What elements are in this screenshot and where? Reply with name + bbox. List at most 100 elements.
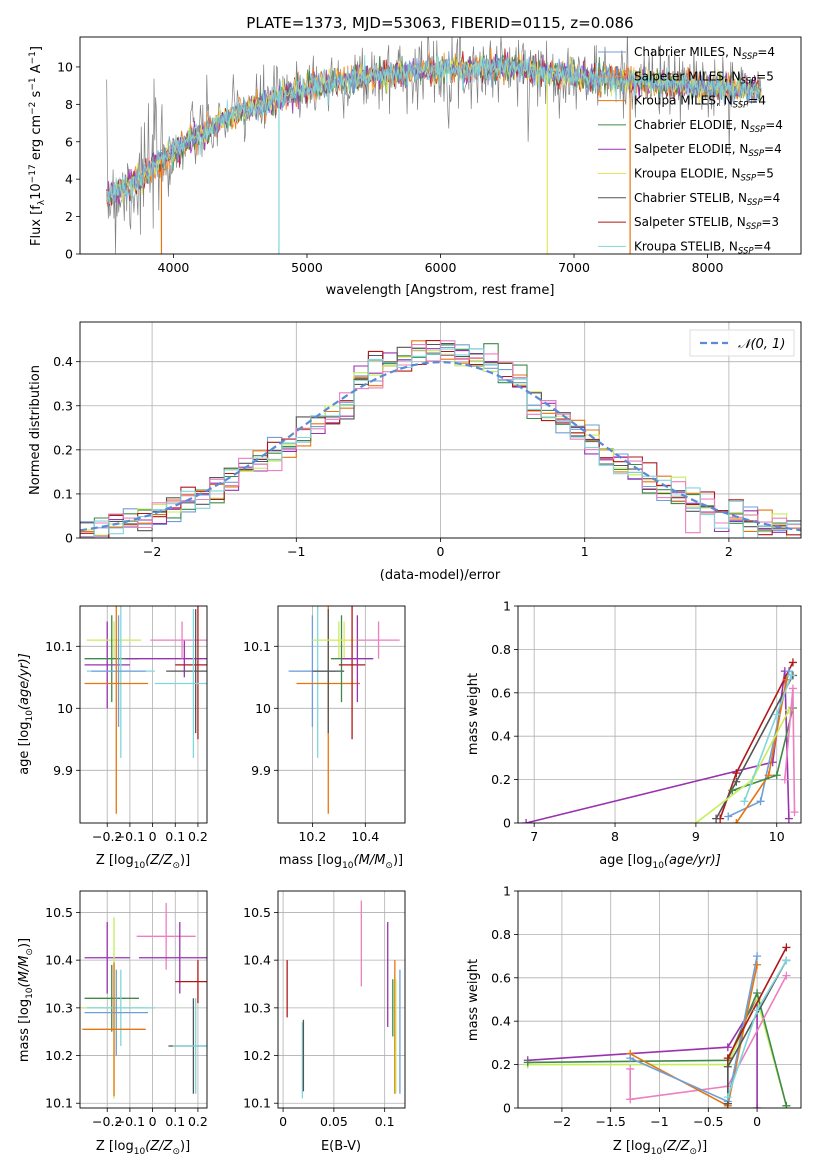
x-axis-label-part: )] <box>697 1139 707 1154</box>
legend-entry: Chabrier STELIB, NSSP=4 <box>634 191 780 208</box>
y-tick-label: 0.8 <box>491 642 511 657</box>
plot-area <box>518 891 801 1108</box>
y-tick-label: 4 <box>65 172 73 187</box>
y-axis-label: mass weight <box>466 959 481 1041</box>
x-tick-label: −1.5 <box>596 1114 626 1129</box>
y-axis-label-part: s <box>29 90 44 101</box>
x-axis-label-part: mass [log <box>279 853 342 868</box>
y-tick-label: 1 <box>503 599 511 614</box>
y-tick-label: 10.1 <box>243 1096 271 1111</box>
legend-entry-part: =4 <box>748 94 766 108</box>
y-tick-label: 10.1 <box>243 639 271 654</box>
legend-entry-part: Salpeter ELODIE, N <box>634 142 748 156</box>
weight-marker <box>732 819 741 823</box>
y-axis-label-part: −17 <box>28 164 38 183</box>
legend-entry-part: Salpeter STELIB, N <box>634 215 746 229</box>
plot-area <box>278 606 405 823</box>
weight-marker <box>691 819 700 823</box>
x-tick-label: 10 <box>769 829 785 844</box>
x-tick-label: 0.2 <box>188 1114 208 1129</box>
y-tick-label: 0.2 <box>53 442 73 457</box>
weight-marker <box>782 971 791 980</box>
legend-entry-part: SSP <box>742 52 758 62</box>
y-tick-label: 6 <box>65 134 73 149</box>
legend-entry: Kroupa STELIB, NSSP=4 <box>634 239 771 256</box>
plot-area <box>80 606 207 823</box>
legend-entry-part: =4 <box>757 45 775 59</box>
y-tick-label: 0.4 <box>491 1014 511 1029</box>
y-tick-label: 0.6 <box>491 970 511 985</box>
legend-entry-part: Chabrier MILES, N <box>634 45 742 59</box>
legend-entry: Salpeter STELIB, NSSP=3 <box>634 215 779 232</box>
y-tick-label: 0.3 <box>53 398 73 413</box>
y-tick-label: 0 <box>65 247 73 262</box>
x-tick-label: −0.2 <box>92 829 122 844</box>
y-axis-label-part: ] <box>29 46 44 51</box>
weight-marker <box>724 812 733 821</box>
x-tick-label: −1 <box>287 544 305 559</box>
weight-marker <box>723 1043 732 1052</box>
x-tick-label: −1 <box>650 1114 668 1129</box>
legend-entry: Chabrier ELODIE, NSSP=4 <box>634 118 783 135</box>
weight-marker <box>790 808 799 817</box>
x-axis-label-part: ⊙ <box>689 1147 697 1157</box>
legend: 𝒩(0, 1) <box>689 329 795 357</box>
y-axis-label-part: (age/yr)] <box>17 653 32 710</box>
x-axis-label: Z [log10(Z/Z⊙)] <box>613 1139 707 1157</box>
x-axis-label-part: )] <box>180 1139 190 1154</box>
axes-frame <box>79 890 208 1109</box>
y-tick-label: 0 <box>503 816 511 831</box>
legend-entry-part: =4 <box>764 142 782 156</box>
x-axis-label: Z [log10(Z/Z⊙)] <box>96 1139 190 1157</box>
legend-entry: Kroupa ELODIE, NSSP=5 <box>634 167 774 184</box>
x-tick-label: 8000 <box>692 260 724 275</box>
y-tick-label: 10.2 <box>243 1048 271 1063</box>
legend-entry-part: =3 <box>761 215 779 229</box>
x-axis-label-part: )] <box>180 853 190 868</box>
y-tick-label: 10.3 <box>243 1000 271 1015</box>
weight-marker <box>753 952 762 961</box>
x-axis-label-part: 10 <box>134 1147 146 1157</box>
y-tick-label: 0.2 <box>491 1057 511 1072</box>
y-axis-label: Flux [fλ10−17 erg cm−2 s−1 A−1] <box>28 46 47 246</box>
y-tick-label: 9.9 <box>53 763 73 778</box>
observed-spectrum-line <box>106 37 761 254</box>
y-tick-label: 10 <box>57 59 73 74</box>
plot-area <box>106 37 762 254</box>
legend-entry-part: SSP <box>748 149 764 159</box>
y-tick-label: 0 <box>65 531 73 546</box>
axes-frame <box>517 605 802 824</box>
normal-curve <box>80 360 801 532</box>
x-tick-label: 4000 <box>158 260 190 275</box>
weight-marker <box>784 667 793 676</box>
weight-marker <box>723 1062 732 1071</box>
legend-entry: Salpeter MILES, NSSP=5 <box>634 69 774 86</box>
weight-marker <box>782 956 791 965</box>
legend-entry-part: SSP <box>750 125 766 135</box>
weight-marker <box>782 943 791 952</box>
y-axis-label-part: −1 <box>28 51 38 64</box>
y-tick-label: 1 <box>503 884 511 899</box>
legend-entry: Salpeter ELODIE, NSSP=4 <box>634 142 782 159</box>
y-axis-label-part: −1 <box>28 77 38 90</box>
weight-marker <box>732 777 741 786</box>
weight-marker <box>728 786 737 795</box>
weight-marker <box>780 775 789 784</box>
y-tick-label: 10.1 <box>45 639 73 654</box>
axes-frame <box>277 890 406 1109</box>
legend-box <box>689 329 795 357</box>
x-axis-label-part: (age/yr)] <box>664 853 721 868</box>
weight-marker <box>753 1006 762 1015</box>
x-tick-label: −0.5 <box>693 1114 723 1129</box>
plot-area <box>518 606 801 823</box>
legend-entry: 𝒩(0, 1) <box>738 337 785 352</box>
y-tick-label: 10.4 <box>45 953 73 968</box>
x-tick-label: 6000 <box>425 260 457 275</box>
x-axis-label-part: Z [log <box>96 853 134 868</box>
x-axis-label-part: Z [log <box>96 1139 134 1154</box>
axes-frame <box>79 605 208 824</box>
